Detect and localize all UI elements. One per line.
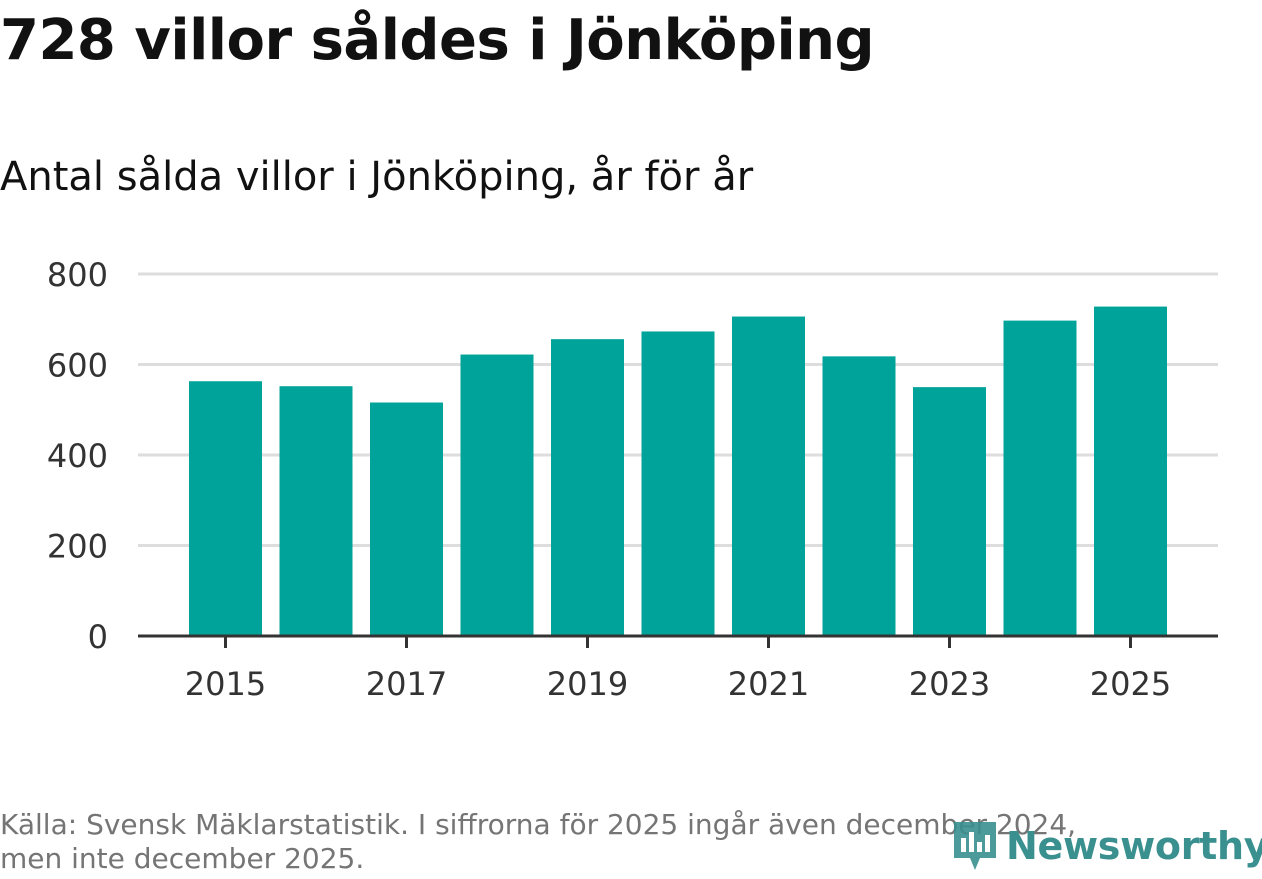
x-tick-label: 2015 (185, 665, 266, 703)
source-line-1: Källa: Svensk Mäklarstatistik. I siffror… (0, 808, 1077, 841)
newsworthy-logo: Newsworthy (950, 818, 1262, 874)
newsworthy-logo-icon (954, 822, 996, 870)
y-tick-label: 200 (47, 528, 108, 566)
y-tick-label: 800 (47, 256, 108, 294)
x-tick-label: 2019 (547, 665, 628, 703)
bar-2017 (370, 402, 443, 636)
bar-2025 (1094, 306, 1167, 636)
x-tick-label: 2023 (909, 665, 990, 703)
bar-2020 (641, 331, 715, 636)
bars (189, 306, 1167, 636)
y-tick-label: 400 (47, 437, 108, 475)
x-axis-ticks: 2015 2017 2019 2021 2023 2025 (185, 636, 1171, 703)
y-tick-label: 600 (47, 347, 108, 385)
bar-2016 (279, 386, 353, 636)
bar-2023 (913, 387, 986, 636)
source-note: Källa: Svensk Mäklarstatistik. I siffror… (0, 808, 1076, 876)
source-line-2: men inte december 2025. (0, 842, 365, 875)
x-tick-label: 2017 (366, 665, 447, 703)
bar-2024 (1003, 320, 1077, 636)
bar-2015 (189, 381, 262, 636)
brand-name: Newsworthy (1006, 824, 1262, 868)
chart-subtitle: Antal sålda villor i Jönköping, år för å… (0, 154, 754, 200)
bar-2021 (732, 316, 805, 636)
bar-2019 (551, 339, 624, 636)
bar-2018 (460, 354, 534, 636)
chart-title: 728 villor såldes i Jönköping (0, 8, 875, 73)
x-tick-label: 2021 (728, 665, 809, 703)
y-tick-label: 0 (88, 618, 108, 656)
bar-2022 (822, 356, 896, 636)
x-tick-label: 2025 (1090, 665, 1171, 703)
y-axis-ticks: 0 200 400 600 800 (47, 256, 108, 656)
